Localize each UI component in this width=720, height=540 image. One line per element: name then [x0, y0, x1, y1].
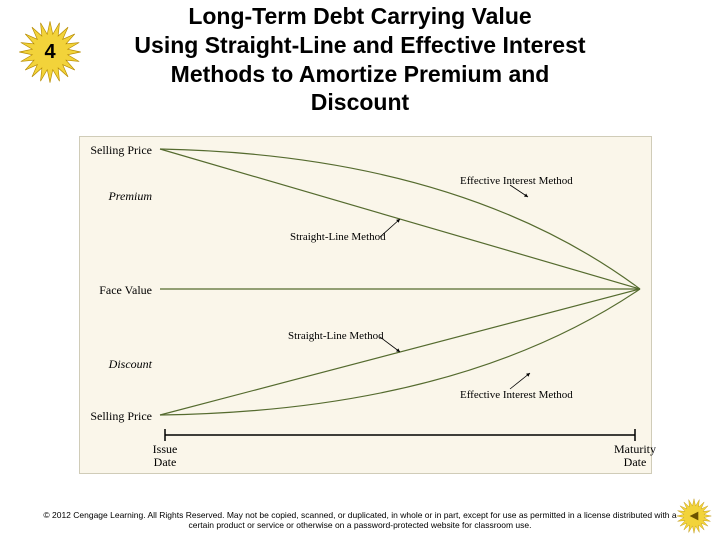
copyright-footer: © 2012 Cengage Learning. All Rights Rese…: [30, 510, 690, 530]
y-axis-label: Face Value: [82, 283, 152, 298]
chapter-badge-number: 4: [18, 20, 82, 84]
y-axis-label: Selling Price: [82, 143, 152, 158]
y-axis-label: Premium: [82, 189, 152, 204]
straight-line-label: Straight-Line Method: [290, 231, 386, 243]
title-line-1: Long-Term Debt Carrying Value: [0, 2, 720, 31]
x-axis-label: IssueDate: [135, 443, 195, 469]
title-line-3: Methods to Amortize Premium and: [0, 60, 720, 89]
amortization-chart: Selling Price Premium Face Value Discount Se…: [79, 136, 652, 474]
slide-title: Long-Term Debt Carrying Value Using Stra…: [0, 0, 720, 117]
y-axis-label: Discount: [82, 357, 152, 372]
effective-interest-label: Effective Interest Method: [460, 389, 573, 401]
straight-line-label: Straight-Line Method: [288, 330, 384, 342]
title-line-2: Using Straight-Line and Effective Intere…: [0, 31, 720, 60]
effective-interest-label: Effective Interest Method: [460, 175, 573, 187]
y-axis-label: Selling Price: [82, 409, 152, 424]
title-line-4: Discount: [0, 88, 720, 117]
x-axis-label: MaturityDate: [605, 443, 665, 469]
